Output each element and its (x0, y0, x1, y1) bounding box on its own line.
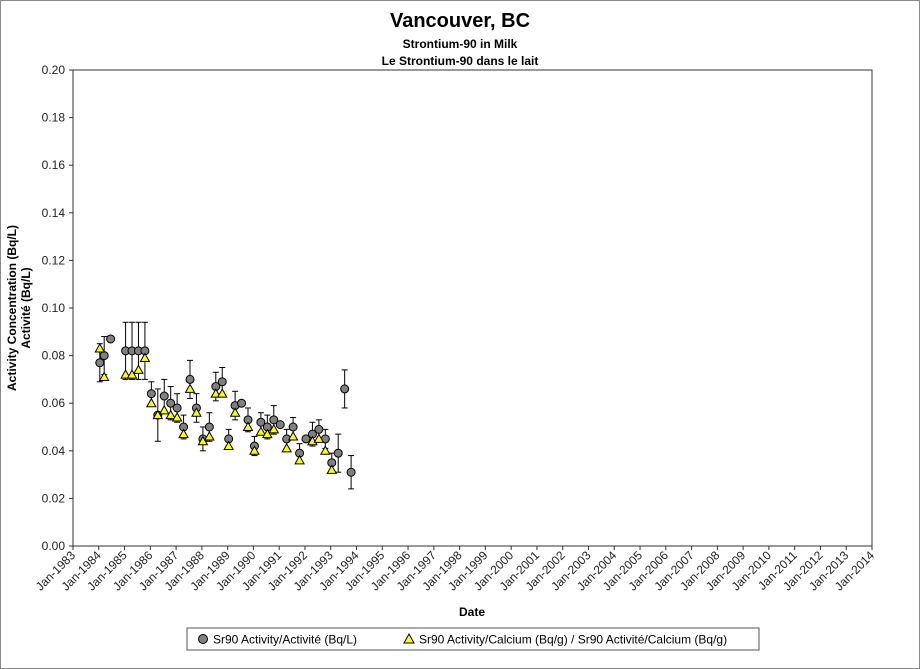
x-axis-label: Date (459, 605, 485, 619)
y-tick-label: 0.12 (42, 253, 66, 267)
data-point-triangle (152, 409, 164, 420)
data-point-triangle (165, 409, 177, 420)
data-point-triangle (229, 407, 241, 417)
data-point-triangle (249, 445, 260, 455)
data-point-triangle (133, 364, 144, 374)
legend-box (186, 627, 760, 651)
chart-subtitle-fr: Le Strontium-90 dans le lait (382, 54, 539, 68)
data-point-circle (288, 422, 298, 432)
data-point-triangle (242, 421, 254, 431)
data-point-circle (340, 384, 350, 394)
data-point-circle (346, 467, 356, 477)
y-axis-label-en: Activity Concentration (Bq/L) (5, 225, 19, 391)
plot-area (72, 69, 873, 547)
data-point-triangle (319, 445, 331, 455)
y-tick-label: 0.16 (42, 158, 66, 172)
legend-circle-marker (198, 634, 208, 644)
data-point-circle (275, 420, 285, 430)
y-tick-label: 0.10 (42, 301, 66, 315)
data-point-circle (95, 358, 105, 368)
data-point-circle (269, 415, 279, 425)
data-point-triangle (158, 404, 170, 415)
data-point-triangle (216, 388, 228, 398)
y-tick-label: 0.04 (42, 444, 66, 458)
data-point-circle (146, 389, 156, 399)
data-point-triangle (294, 454, 305, 465)
data-point-triangle (203, 431, 215, 441)
data-point-circle (301, 434, 311, 444)
data-point-triangle (281, 442, 293, 453)
data-point-triangle (268, 423, 280, 434)
data-point-triangle (223, 440, 235, 451)
data-point-circle (237, 398, 247, 408)
y-tick-label: 0.18 (42, 111, 66, 125)
data-point-triangle (184, 383, 196, 393)
data-point-circle (256, 417, 266, 427)
data-point-circle (166, 398, 176, 408)
y-axis-ticks: 0.00 0.02 0.04 0.06 0.08 0.10 0.12 0.14 0.16 0.18… (42, 63, 73, 553)
data-point-triangle (98, 371, 110, 382)
y-tick-label: 0.20 (42, 63, 66, 77)
data-point-triangle (94, 342, 106, 353)
y-tick-label: 0.06 (42, 396, 66, 410)
data-point-circle (204, 422, 214, 432)
data-point-circle (172, 403, 182, 413)
y-tick-label: 0.02 (42, 491, 66, 505)
y-axis-label-fr: Activité (Bq/L) (19, 267, 33, 348)
legend-label-series-2: Sr90 Activity/Calcium (Bq/g) / Sr90 Acti… (419, 633, 727, 647)
data-point-triangle (191, 407, 202, 417)
legend-label-series-1: Sr90 Activity/Activité (Bq/L) (213, 633, 357, 647)
data-point-triangle (210, 388, 222, 398)
plot-border (72, 69, 873, 547)
data-point-triangle (197, 435, 209, 446)
data-point-triangle (120, 369, 131, 379)
data-point-triangle (139, 352, 151, 362)
data-point-triangle (261, 428, 273, 439)
data-point-triangle (255, 426, 267, 436)
data-point-circle (106, 334, 116, 344)
chart-title: Vancouver, BC (390, 10, 530, 32)
legend-triangle-marker (403, 632, 415, 644)
x-axis-ticks: Jan-1983Jan-1984Jan-1985Jan-1986Jan-1987… (33, 546, 877, 594)
data-point-circle (99, 351, 109, 361)
data-point-triangle (313, 433, 325, 443)
data-point-circle (217, 377, 227, 387)
data-point-triangle (126, 369, 138, 379)
data-point-circle (314, 424, 324, 434)
chart-subtitle-en: Strontium-90 in Milk (403, 37, 518, 51)
data-point-triangle (178, 428, 189, 439)
data-point-triangle (145, 397, 157, 408)
y-tick-label: 0.00 (42, 539, 66, 553)
data-point-circle (159, 391, 169, 401)
data-point-circle (185, 374, 195, 384)
data-point-circle (333, 448, 343, 458)
y-tick-label: 0.08 (42, 349, 66, 363)
data-marks (94, 334, 356, 477)
data-point-triangle (287, 431, 299, 441)
y-tick-label: 0.14 (42, 206, 66, 220)
data-point-triangle (171, 411, 183, 422)
data-point-triangle (326, 464, 338, 474)
legend: Sr90 Activity/Activité (Bq/L) Sr90 Activ… (186, 627, 760, 651)
